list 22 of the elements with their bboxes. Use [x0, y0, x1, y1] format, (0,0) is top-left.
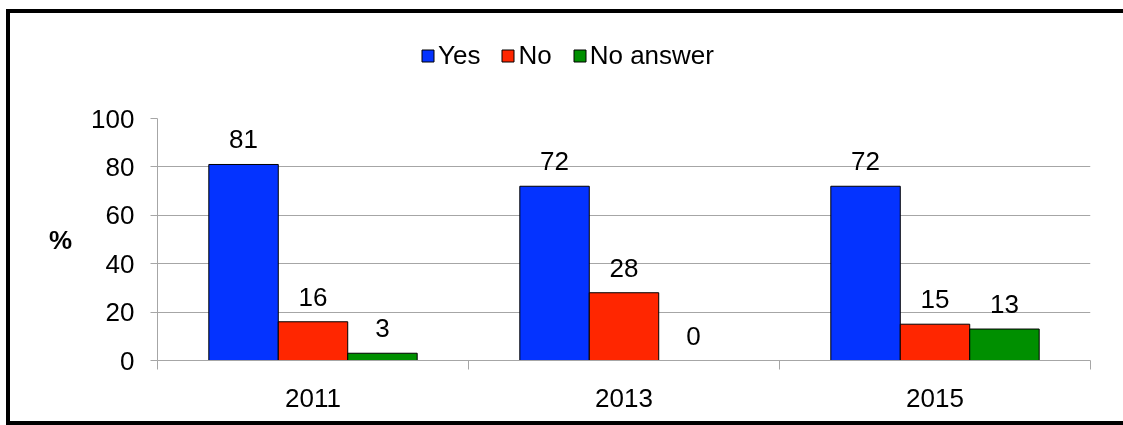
data-label: 3 [375, 313, 390, 344]
legend-label: No answer [589, 40, 714, 71]
data-label: 72 [540, 146, 570, 177]
legend-label: No [518, 40, 552, 71]
y-tick-label: 100 [91, 103, 135, 134]
x-tick-label: 2015 [906, 382, 964, 413]
y-tick-label: 20 [105, 297, 135, 328]
data-label: 13 [990, 289, 1019, 320]
y-axis-title: % [49, 224, 73, 255]
data-label: 0 [686, 320, 701, 351]
data-label: 72 [851, 146, 881, 177]
data-label: 15 [920, 284, 950, 315]
y-tick-label: 80 [105, 151, 135, 182]
x-tick-label: 2013 [595, 382, 653, 413]
y-tick-label: 0 [120, 345, 135, 376]
data-label: 81 [229, 124, 259, 155]
data-label: 16 [298, 281, 328, 312]
y-tick-label: 40 [105, 248, 135, 279]
y-tick-label: 60 [105, 200, 135, 231]
legend-label: Yes [438, 40, 481, 71]
x-tick-label: 2011 [285, 382, 341, 413]
data-label: 28 [609, 252, 639, 283]
